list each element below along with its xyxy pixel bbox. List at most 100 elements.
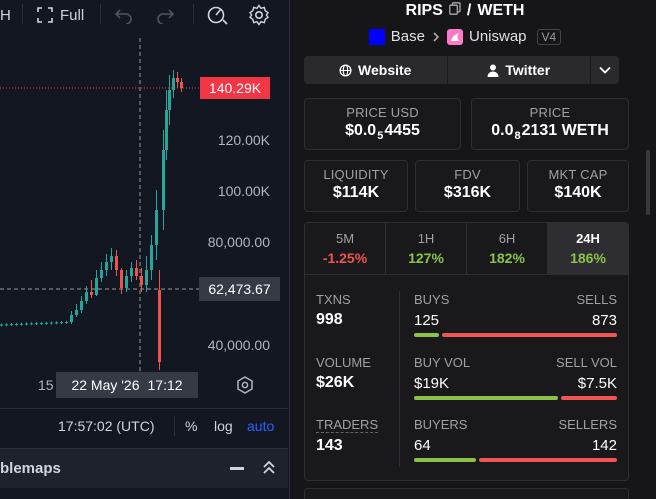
timeframe-change: 186% bbox=[570, 250, 606, 266]
timeframe-label: 5M bbox=[335, 231, 355, 246]
candle-body bbox=[100, 270, 103, 278]
time-axis[interactable]: 15 bbox=[0, 372, 288, 398]
candle-body bbox=[120, 270, 123, 288]
log-toggle[interactable]: log bbox=[214, 417, 233, 434]
tab-5m[interactable]: 5M -1.25% bbox=[305, 223, 386, 274]
scrollbar-thumb[interactable] bbox=[646, 150, 650, 215]
mktcap-label: MKT CAP bbox=[548, 167, 608, 182]
pair-info-panel: RIPS / WETH Base Uniswap V4 Websi bbox=[289, 0, 656, 499]
user-icon bbox=[487, 64, 499, 77]
more-links-button[interactable] bbox=[591, 56, 619, 84]
chart-panel: H Full bbox=[0, 0, 288, 499]
sell-volume-value: $7.5K bbox=[577, 375, 617, 392]
chain-name[interactable]: Base bbox=[390, 28, 425, 45]
candle-body bbox=[135, 268, 138, 276]
auto-toggle[interactable]: auto bbox=[247, 417, 275, 434]
uniswap-icon bbox=[446, 28, 463, 45]
buy-volume-value: $19K bbox=[414, 375, 450, 392]
timeframe-tabs: 5M -1.25% 1H 127% 6H 182% 24H 186% bbox=[304, 222, 629, 274]
indicators-button[interactable] bbox=[206, 3, 228, 27]
bottom-divider bbox=[174, 415, 175, 436]
sell-volume-bar bbox=[561, 396, 617, 400]
percent-toggle[interactable]: % bbox=[185, 417, 198, 434]
price-usd-value: $0.054455 bbox=[345, 122, 420, 142]
timeframe-change: 127% bbox=[408, 250, 444, 266]
price-axis-label: 100.00K bbox=[217, 183, 270, 199]
next-section-card bbox=[304, 488, 629, 499]
settings-button[interactable] bbox=[248, 3, 270, 27]
speedometer-icon bbox=[207, 6, 228, 25]
candle-body bbox=[90, 292, 93, 295]
liquidity-value: $114K bbox=[332, 184, 380, 201]
quote-token-symbol: WETH bbox=[477, 2, 525, 19]
candle-body bbox=[172, 78, 175, 90]
axis-settings-button[interactable] bbox=[235, 375, 255, 400]
candle-body bbox=[80, 301, 83, 310]
pair-subtitle: Base Uniswap V4 bbox=[290, 28, 640, 45]
social-links: Website Twitter bbox=[304, 56, 619, 84]
buy-volume-bar bbox=[414, 396, 558, 400]
price-axis-label: 80,000.00 bbox=[207, 234, 270, 250]
candle-body bbox=[35, 323, 38, 325]
crosshair-date: 22 May '26 bbox=[71, 377, 140, 393]
buyers-value: 64 bbox=[414, 437, 431, 454]
price-usd-label: PRICE USD bbox=[346, 105, 419, 120]
interval-button[interactable]: H bbox=[0, 3, 14, 27]
candle-body bbox=[168, 90, 171, 110]
time-axis-tick: 15 bbox=[38, 377, 54, 393]
candle-body bbox=[75, 310, 78, 315]
bubblemaps-widget-bar[interactable]: blemaps bbox=[0, 448, 288, 488]
buyers-sellers-stat: BUYERS SELLERS 64 142 bbox=[414, 417, 617, 462]
chevron-down-icon bbox=[599, 66, 611, 74]
twitter-button[interactable]: Twitter bbox=[448, 56, 591, 84]
buys-label: BUYS bbox=[414, 292, 450, 307]
fdv-label: FDV bbox=[454, 167, 481, 182]
tab-6h[interactable]: 6H 182% bbox=[467, 223, 548, 274]
fdv-value: $316K bbox=[443, 184, 492, 201]
candle-body bbox=[70, 315, 73, 322]
price-chart[interactable] bbox=[0, 30, 288, 372]
liquidity-card: LIQUIDITY $114K bbox=[304, 160, 408, 212]
fdv-card: FDV $316K bbox=[415, 160, 520, 212]
expand-button[interactable] bbox=[262, 459, 276, 480]
chart-bottom-bar: 17:57:02 (UTC) % log auto bbox=[0, 408, 288, 442]
candle-body bbox=[150, 245, 153, 270]
timeframe-label: 1H bbox=[417, 231, 435, 246]
stats-divider bbox=[399, 291, 400, 467]
undo-button[interactable] bbox=[114, 3, 134, 27]
fullscreen-button[interactable]: Full bbox=[36, 3, 84, 27]
timeframe-change: 182% bbox=[489, 250, 525, 266]
txns-value: 998 bbox=[316, 311, 343, 328]
utc-clock[interactable]: 17:57:02 (UTC) bbox=[58, 417, 155, 434]
candle-body bbox=[162, 150, 165, 210]
candle-body bbox=[55, 322, 58, 324]
redo-button[interactable] bbox=[155, 3, 175, 27]
price-native-value: 0.082131 WETH bbox=[491, 122, 609, 142]
candle-body bbox=[165, 110, 168, 150]
copy-button[interactable] bbox=[449, 2, 461, 20]
candle-body bbox=[65, 322, 68, 323]
traders-value: 143 bbox=[316, 437, 343, 454]
candle-body bbox=[158, 290, 161, 362]
base-token-symbol: RIPS bbox=[405, 2, 443, 19]
minimize-icon[interactable] bbox=[230, 467, 244, 470]
gear-icon bbox=[249, 4, 269, 26]
volume-stat: VOLUME $26K bbox=[316, 355, 396, 392]
website-button[interactable]: Website bbox=[304, 56, 448, 84]
candle-body bbox=[176, 78, 179, 82]
traders-bar bbox=[414, 458, 617, 462]
candle-body bbox=[105, 262, 108, 270]
fullscreen-label: Full bbox=[60, 6, 85, 24]
dex-name[interactable]: Uniswap bbox=[468, 28, 527, 45]
tab-1h[interactable]: 1H 127% bbox=[386, 223, 467, 274]
sellers-label: SELLERS bbox=[558, 417, 617, 432]
sells-label: SELLS bbox=[576, 292, 617, 307]
pair-separator: / bbox=[466, 2, 472, 19]
candle-body bbox=[115, 256, 118, 270]
candle-body bbox=[45, 322, 48, 324]
interval-label: H bbox=[0, 6, 11, 24]
candle-body bbox=[60, 322, 63, 324]
mktcap-value: $140K bbox=[554, 184, 602, 201]
tab-24h[interactable]: 24H 186% bbox=[548, 223, 628, 274]
last-price-tag: 140.29K bbox=[200, 77, 270, 99]
